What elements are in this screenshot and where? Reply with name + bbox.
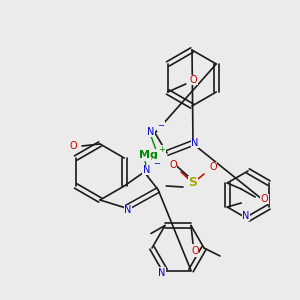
Text: O: O	[260, 194, 268, 204]
Text: N: N	[124, 205, 132, 215]
Text: N: N	[242, 211, 250, 221]
Text: O: O	[209, 162, 217, 172]
Text: +: +	[159, 146, 165, 154]
Text: N: N	[158, 268, 166, 278]
Text: N: N	[191, 138, 199, 148]
Text: O: O	[169, 160, 177, 170]
Text: O: O	[190, 75, 198, 85]
Text: O: O	[69, 141, 77, 151]
Text: −: −	[158, 122, 164, 130]
Text: −: −	[153, 160, 160, 169]
Text: O: O	[191, 247, 199, 256]
Text: S: S	[188, 176, 197, 190]
Text: Mg: Mg	[139, 150, 158, 160]
Text: N: N	[147, 127, 155, 137]
Text: N: N	[142, 165, 150, 175]
